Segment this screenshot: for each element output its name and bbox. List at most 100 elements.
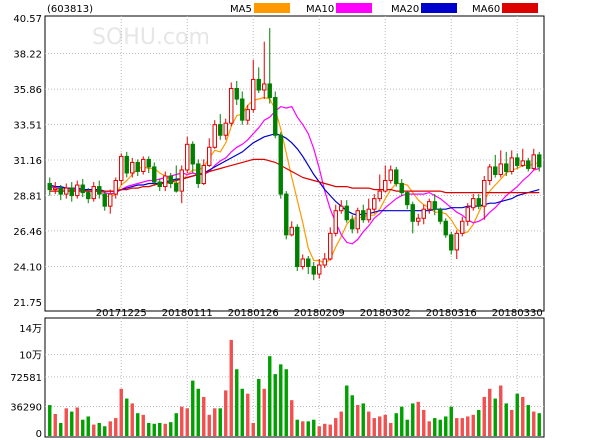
- candle-up: [372, 194, 377, 214]
- candle-up: [75, 180, 80, 199]
- volume-bar: [185, 408, 189, 436]
- volume-bar: [515, 393, 519, 436]
- volume-bar: [466, 416, 470, 436]
- candle-body: [278, 134, 283, 195]
- candle-up: [421, 204, 426, 225]
- candle-up: [229, 82, 234, 127]
- legend-swatch: [254, 3, 290, 13]
- candle-down: [526, 157, 531, 172]
- price-tick-label: 24.10: [13, 263, 42, 274]
- candle-body: [251, 78, 256, 111]
- candle-body: [47, 183, 52, 191]
- volume-bar: [510, 409, 514, 436]
- candle-up: [388, 165, 393, 184]
- volume-bar: [163, 423, 167, 436]
- volume-bar: [48, 405, 52, 436]
- candle-down: [515, 153, 520, 169]
- volume-bar: [130, 403, 134, 436]
- volume-bar: [477, 409, 481, 436]
- candle-up: [300, 254, 305, 270]
- volume-bar: [427, 421, 431, 436]
- volume-bar: [218, 408, 222, 436]
- volume-bar: [433, 418, 437, 436]
- candle-up: [317, 258, 322, 279]
- candle-body: [146, 158, 151, 168]
- candle-up: [460, 216, 465, 237]
- candle-down: [295, 224, 300, 272]
- ma20-line: [49, 133, 540, 216]
- candle-down: [537, 151, 542, 172]
- candle-body: [174, 183, 179, 192]
- candle-body: [157, 181, 162, 188]
- ma60-line: [49, 158, 540, 194]
- candle-up: [339, 200, 344, 214]
- candle-body: [487, 166, 492, 182]
- volume-bars: [48, 339, 541, 436]
- candle-up: [383, 165, 388, 193]
- candle-down: [284, 191, 289, 240]
- candle-body: [311, 266, 316, 275]
- volume-bar: [53, 414, 57, 436]
- candle-body: [207, 146, 212, 166]
- candle-body: [333, 210, 338, 234]
- candle-up: [223, 118, 228, 140]
- volume-bar: [444, 416, 448, 436]
- candle-body: [394, 169, 399, 185]
- candle-body: [234, 87, 239, 100]
- candle-up: [520, 148, 525, 167]
- candle-body: [361, 210, 366, 221]
- volume-bar: [389, 422, 393, 436]
- volume-bar: [207, 414, 211, 436]
- candle-body: [135, 161, 140, 172]
- candle-up: [185, 136, 190, 173]
- volume-bar: [97, 422, 101, 436]
- candle-body: [498, 163, 503, 175]
- candle-body: [339, 205, 344, 212]
- candle-body: [515, 157, 520, 166]
- volume-bar: [301, 421, 305, 436]
- candle-body: [168, 175, 173, 185]
- candle-body: [383, 180, 388, 192]
- candle-up: [322, 252, 327, 269]
- ma5-line: [49, 96, 540, 265]
- candle-body: [493, 166, 498, 175]
- candle-down: [410, 201, 415, 234]
- candle-body: [190, 143, 195, 165]
- volume-bar: [422, 409, 426, 436]
- volume-bar: [81, 419, 85, 436]
- candle-body: [377, 190, 382, 200]
- volume-bar: [114, 418, 118, 436]
- candle-body: [97, 186, 102, 195]
- candle-down: [476, 194, 481, 210]
- candle-body: [124, 155, 129, 174]
- candle-body: [388, 169, 393, 182]
- candle-down: [306, 255, 311, 275]
- volume-bar: [295, 419, 299, 436]
- volume-bar: [64, 408, 68, 436]
- volume-bar: [273, 374, 277, 436]
- volume-bar: [383, 414, 387, 436]
- volume-bar: [246, 393, 250, 436]
- candle-down: [168, 172, 173, 189]
- volume-bar: [75, 407, 79, 436]
- volume-bar: [119, 388, 123, 436]
- volume-bar: [213, 408, 217, 436]
- x-tick-label: 20180330: [492, 308, 543, 319]
- candle-body: [476, 198, 481, 207]
- candle-body: [64, 187, 69, 195]
- volume-bar: [224, 390, 228, 436]
- candle-up: [262, 41, 267, 100]
- volume-bar: [103, 426, 107, 436]
- candle-body: [322, 258, 327, 266]
- candle-body: [438, 208, 443, 222]
- candle-down: [97, 180, 102, 199]
- volume-bar: [350, 395, 354, 436]
- candle-up: [108, 189, 113, 214]
- candle-up: [251, 59, 256, 113]
- volume-bar: [306, 421, 310, 436]
- candle-down: [273, 91, 278, 139]
- volume-bar: [367, 411, 371, 436]
- candle-body: [256, 78, 261, 91]
- volume-tick-label: 0: [36, 429, 42, 440]
- volume-bar: [312, 419, 316, 436]
